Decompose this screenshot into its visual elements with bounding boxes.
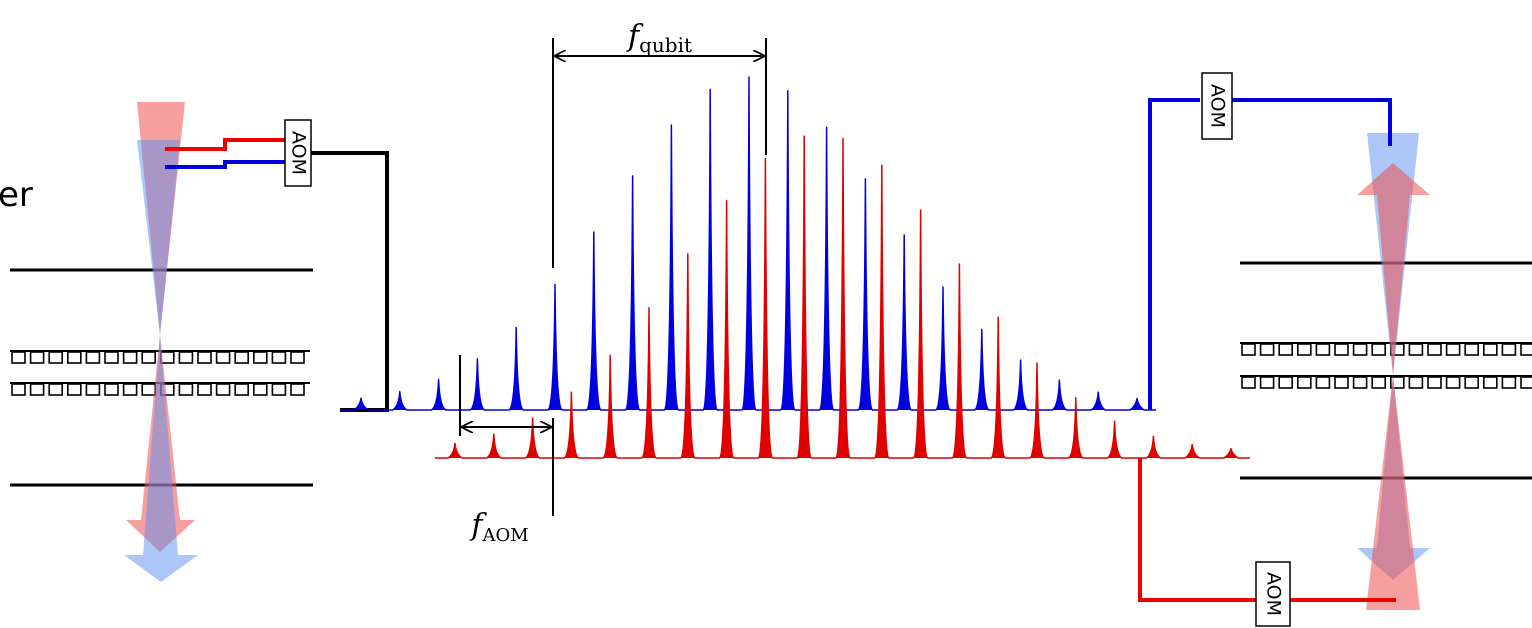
chain-cell <box>215 351 231 364</box>
chain-cell <box>271 383 287 396</box>
red-wire <box>1138 458 1256 602</box>
blue-wire <box>1148 98 1200 410</box>
chain-cell <box>1501 343 1517 356</box>
chain-cell <box>1427 343 1442 356</box>
comb <box>340 76 1156 411</box>
chain-cell <box>1315 343 1331 356</box>
chain-cell <box>1408 343 1424 356</box>
chain-cell <box>1352 343 1368 356</box>
chain-cell <box>48 351 64 364</box>
subscript: AOM <box>481 525 528 546</box>
chain-cell <box>1520 376 1532 389</box>
chain-cell <box>67 351 82 364</box>
background-layer <box>10 342 1532 396</box>
chain-cell <box>67 383 82 396</box>
chain-cell <box>1297 376 1312 389</box>
aom-box <box>1201 72 1233 140</box>
chain-cell <box>1371 343 1386 356</box>
chain-cell <box>253 351 268 364</box>
chain-cell <box>1315 376 1331 389</box>
aom-label: AOM <box>1263 572 1285 616</box>
chain-cell <box>1371 376 1386 389</box>
chain-cell <box>1445 376 1461 389</box>
comb <box>435 135 1250 459</box>
chain-cell <box>290 351 305 364</box>
chain-cell <box>1278 343 1293 356</box>
f-qubit-label: fqubit <box>626 19 692 57</box>
chain-cell <box>1259 376 1275 389</box>
chain-cell <box>104 351 119 364</box>
chain-cell <box>1241 343 1256 356</box>
chain-cell <box>141 383 156 396</box>
chain-cell <box>1278 376 1293 389</box>
subscript: qubit <box>639 33 692 57</box>
chain-cell <box>29 383 45 396</box>
chain-cell <box>1297 343 1312 356</box>
black-wire <box>311 151 389 412</box>
chain-cell <box>1464 343 1479 356</box>
chain-cell <box>1464 376 1479 389</box>
chain-cell <box>48 383 64 396</box>
chain-cell <box>1352 376 1368 389</box>
blue-wire <box>1232 98 1392 146</box>
chain-cell <box>271 351 287 364</box>
chain-cell <box>215 383 231 396</box>
chain-cell <box>1241 376 1256 389</box>
red-beam <box>1357 163 1430 610</box>
chain-cell <box>11 383 26 396</box>
chain-cell <box>122 383 138 396</box>
aom-label: AOM <box>288 131 310 175</box>
chain-cell <box>197 383 212 396</box>
chain-cell <box>290 383 305 396</box>
blue-beam <box>124 140 198 582</box>
chain-cell <box>1483 376 1498 389</box>
chain-cell <box>178 351 194 364</box>
chain-cell <box>234 383 249 396</box>
chain-cell <box>141 351 156 364</box>
blue-wire <box>165 160 285 169</box>
frequency-combs <box>340 76 1250 459</box>
chain-cell <box>29 351 45 364</box>
chain-cell <box>234 351 249 364</box>
aom-label: AOM <box>1207 84 1229 128</box>
chain-cell <box>1334 376 1349 389</box>
chain-cell <box>1408 376 1424 389</box>
chain-cell <box>1427 376 1442 389</box>
chain-cell <box>85 383 101 396</box>
chain-cell <box>1445 343 1461 356</box>
cut-label: er <box>0 175 33 215</box>
aom-box <box>1255 561 1291 627</box>
chain-cell <box>1483 343 1498 356</box>
chain-cell <box>104 383 119 396</box>
chain-cell <box>253 383 268 396</box>
red-wire <box>165 138 285 151</box>
chain-cell <box>1334 343 1349 356</box>
chain-cell <box>11 351 26 364</box>
chain-cell <box>1259 343 1275 356</box>
chain-cell <box>178 383 194 396</box>
chain-cell <box>122 351 138 364</box>
chain-cell <box>1520 343 1532 356</box>
chain-cell <box>1501 376 1517 389</box>
chain-cell <box>197 351 212 364</box>
aom-box <box>284 119 312 187</box>
chain-cell <box>85 351 101 364</box>
f-aom-label: fAOM <box>469 508 528 546</box>
